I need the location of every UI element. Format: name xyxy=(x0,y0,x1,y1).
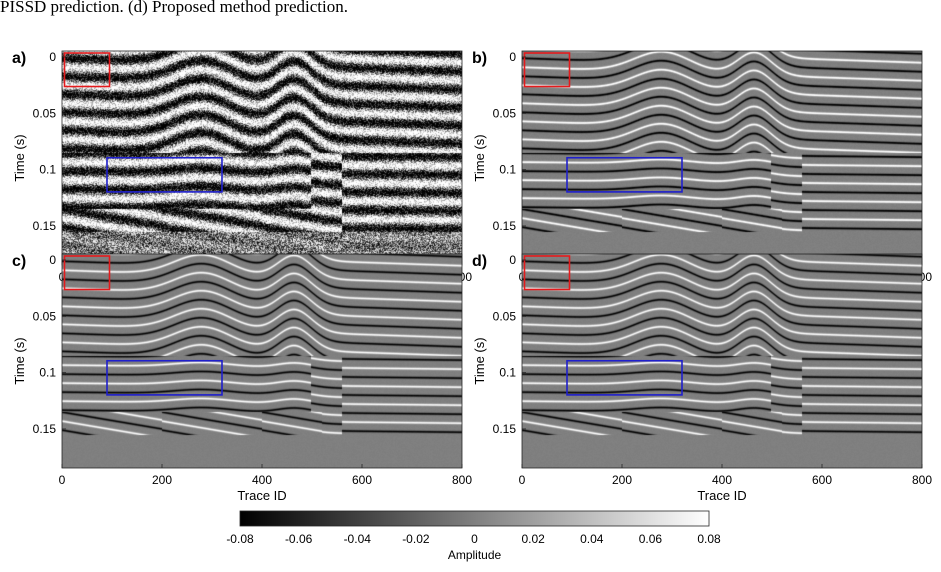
colorbar-tick-label: 0.06 xyxy=(639,532,663,546)
blue-zoom-box xyxy=(566,156,683,193)
panel-c: 0 200 400 600 800 0 0.05 0.1 0.15 Trace ID Time (s… xyxy=(12,253,472,503)
y-tick-label: 0 xyxy=(49,253,56,267)
x-tick-label: 800 xyxy=(452,473,472,487)
x-tick-label: 200 xyxy=(612,473,632,487)
y-tick-label: 0.05 xyxy=(33,106,57,120)
y-tick-label: 0.05 xyxy=(493,106,517,120)
x-tick-label: 0 xyxy=(59,473,66,487)
y-tick-label: 0.15 xyxy=(33,422,57,436)
x-tick-label: 200 xyxy=(152,473,172,487)
y-axis-label: Time (s) xyxy=(472,134,487,181)
panel-letter: a) xyxy=(12,50,26,67)
y-tick-label: 0.15 xyxy=(493,219,517,233)
red-zoom-box xyxy=(63,52,111,88)
y-axis-label: Time (s) xyxy=(12,134,27,181)
y-tick-label: 0.1 xyxy=(39,163,56,177)
panel-letter: c) xyxy=(12,253,26,270)
x-tick-label: 400 xyxy=(712,473,732,487)
colorbar-label: Amplitude xyxy=(448,548,502,562)
y-tick-label: 0.1 xyxy=(499,163,516,177)
y-tick-label: 0 xyxy=(509,50,516,64)
colorbar-tick-label: -0.02 xyxy=(402,532,430,546)
y-axis-label: Time (s) xyxy=(12,337,27,384)
x-tick-label: 0 xyxy=(519,473,526,487)
y-tick-label: 0.1 xyxy=(499,366,516,380)
x-tick-label: 800 xyxy=(912,473,932,487)
y-tick-label: 0.15 xyxy=(33,219,57,233)
x-axis-label: Trace ID xyxy=(697,488,746,503)
y-tick-label: 0.05 xyxy=(33,309,57,323)
blue-zoom-box xyxy=(106,359,223,396)
x-tick-label: 600 xyxy=(352,473,372,487)
colorbar-tick-label: -0.06 xyxy=(285,532,313,546)
y-tick-label: 0 xyxy=(509,253,516,267)
colorbar-gradient xyxy=(239,510,710,527)
y-tick-label: 0.15 xyxy=(493,422,517,436)
y-tick-label: 0 xyxy=(49,50,56,64)
colorbar: -0.08 -0.06 -0.04 -0.02 0 0.02 0.04 0.06 0.08 Amp… xyxy=(226,510,721,562)
colorbar-tick-label: -0.04 xyxy=(344,532,372,546)
x-tick-label: 600 xyxy=(812,473,832,487)
red-zoom-box xyxy=(63,255,111,291)
panel-letter: d) xyxy=(472,253,487,270)
colorbar-tick-label: 0.02 xyxy=(521,532,545,546)
colorbar-tick-label: 0.08 xyxy=(697,532,721,546)
blue-zoom-box xyxy=(566,359,683,396)
figure-caption: PISSD prediction. (d) Proposed method pr… xyxy=(0,0,348,16)
y-tick-label: 0.1 xyxy=(39,366,56,380)
panel-letter: b) xyxy=(472,50,487,67)
blue-zoom-box xyxy=(106,156,223,193)
y-axis-label: Time (s) xyxy=(472,337,487,384)
colorbar-tick-label: -0.08 xyxy=(226,532,254,546)
colorbar-tick-label: 0.04 xyxy=(580,532,604,546)
y-tick-label: 0.05 xyxy=(493,309,517,323)
red-zoom-box xyxy=(523,255,571,291)
red-zoom-box xyxy=(523,52,571,88)
panel-d: 0 200 400 600 800 0 0.05 0.1 0.15 Trace ID Time (s… xyxy=(472,253,932,503)
x-axis-label: Trace ID xyxy=(237,488,286,503)
x-tick-label: 400 xyxy=(252,473,272,487)
colorbar-tick-label: 0 xyxy=(471,532,478,546)
